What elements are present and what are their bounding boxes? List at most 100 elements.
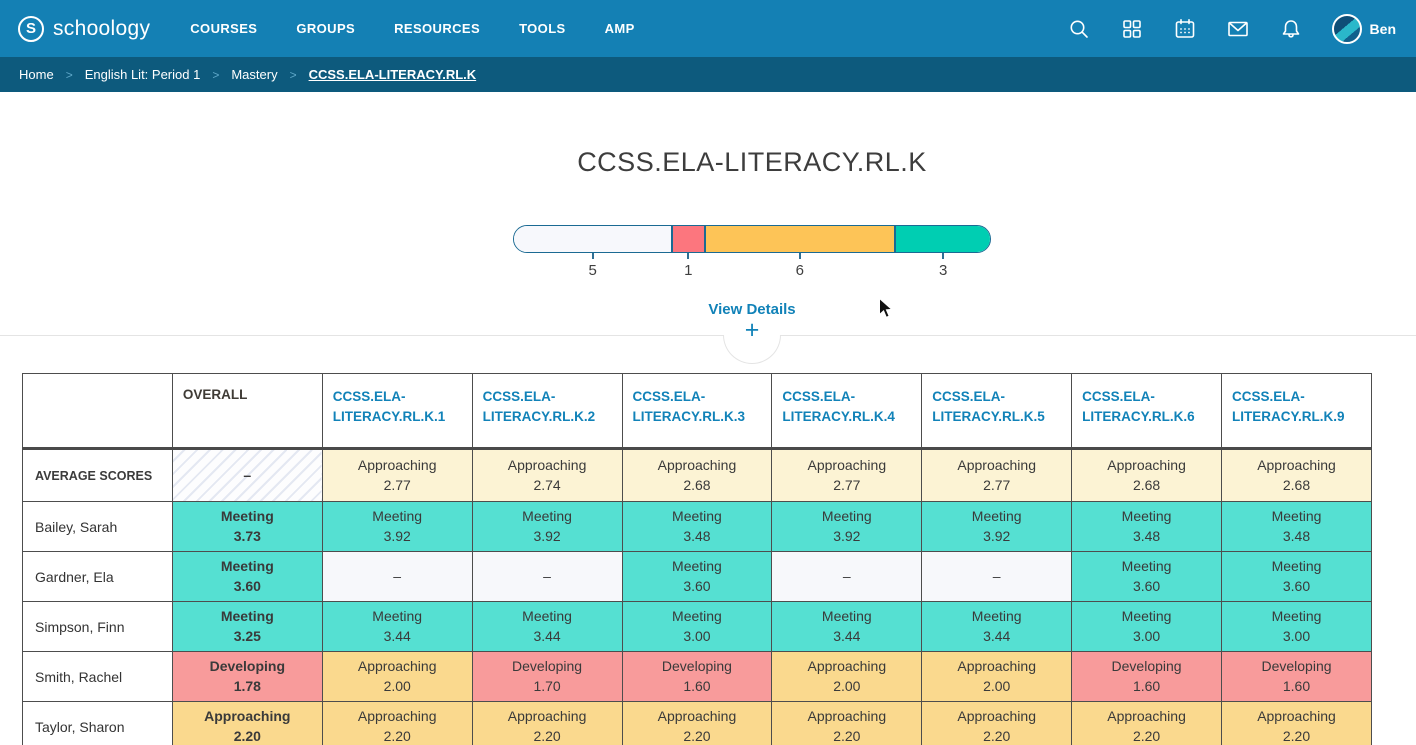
mastery-cell: Developing 1.78 [171,651,323,702]
mastery-cell: Meeting 3.60 [1221,551,1372,602]
breadcrumb-course[interactable]: English Lit: Period 1 [84,67,201,82]
mastery-cell: – [471,551,623,602]
mastery-cell: Meeting 3.92 [321,501,473,552]
mastery-cell: Meeting 3.60 [1071,551,1222,602]
mastery-bar-segment-meeting [894,226,990,252]
mastery-cell: Approaching 2.20 [921,701,1073,745]
user-name: Ben [1369,20,1396,37]
messages-icon[interactable] [1226,17,1250,41]
mastery-cell: Approaching 2.20 [171,701,323,745]
section-divider-zone: + [0,318,1416,373]
mastery-cell: Meeting 3.44 [771,601,923,652]
app-grid-icon[interactable] [1120,17,1144,41]
search-icon[interactable] [1067,17,1091,41]
mastery-cell: Approaching 2.77 [921,448,1073,502]
mastery-cell: Meeting 3.00 [1221,601,1372,652]
student-row: Bailey, Sarah Meeting 3.73 Meeting 3.92 Meeti… [22,501,1372,552]
segment-count-label: 1 [684,262,693,279]
mastery-cell: Meeting 3.44 [471,601,623,652]
nav-item-amp[interactable]: AMP [604,21,635,36]
average-scores-label: AVERAGE SCORES [22,448,173,502]
student-row: Taylor, Sharon Approaching 2.20 Approaching… [22,701,1372,745]
student-row: Gardner, Ela Meeting 3.60– – Meeting 3.60– – Me… [22,551,1372,602]
mastery-cell: – [321,551,473,602]
mastery-cell: Meeting 3.60 [621,551,773,602]
mastery-cell: Developing 1.60 [1221,651,1372,702]
breadcrumb-current-standard[interactable]: CCSS.ELA-LITERACY.RL.K [308,67,477,82]
mastery-cell: Meeting 3.92 [471,501,623,552]
mastery-cell: Meeting 3.48 [1221,501,1372,552]
mastery-cell: Meeting 3.00 [1071,601,1222,652]
column-header-standard-k5[interactable]: CCSS.ELA-LITERACY.RL.K.5 [921,373,1073,450]
mastery-cell: Approaching 2.00 [321,651,473,702]
mastery-cell: Approaching 2.20 [471,701,623,745]
segment-count-label: 5 [588,262,597,279]
empty-header-cell [22,373,173,450]
mastery-cell: – [171,448,323,502]
segment-count-label: 6 [795,262,804,279]
segment-tick [591,253,594,259]
column-header-standard-k2[interactable]: CCSS.ELA-LITERACY.RL.K.2 [471,373,623,450]
mastery-cell: Approaching 2.68 [621,448,773,502]
breadcrumb-separator: > [289,67,297,82]
user-menu[interactable]: Ben [1331,13,1396,44]
mastery-cell: Meeting 3.92 [921,501,1073,552]
mastery-cell: Approaching 2.20 [621,701,773,745]
segment-count-label: 3 [939,262,948,279]
nav-item-tools[interactable]: TOOLS [519,21,566,36]
mastery-cell: Meeting 3.48 [1071,501,1222,552]
mastery-cell: – [771,551,923,602]
nav-item-groups[interactable]: GROUPS [296,21,356,36]
mastery-cell: Approaching 2.20 [771,701,923,745]
mastery-cell: Meeting 3.00 [621,601,773,652]
nav-item-courses[interactable]: COURSES [190,21,258,36]
mastery-page: CCSS.ELA-LITERACY.RL.K 5 1 6 3 View Details… [0,147,1416,745]
calendar-icon[interactable] [1173,17,1197,41]
mastery-cell: Approaching 2.77 [771,448,923,502]
mastery-cell: Meeting 3.25 [171,601,323,652]
student-name: Smith, Rachel [22,651,173,702]
column-header-standard-k9[interactable]: CCSS.ELA-LITERACY.RL.K.9 [1221,373,1372,450]
mastery-cell: Developing 1.70 [471,651,623,702]
table-header-row: OVERALL CCSS.ELA-LITERACY.RL.K.1 CCSS.EL… [22,373,1372,450]
mastery-bar-segment-developing [670,226,704,252]
mastery-cell: Developing 1.60 [621,651,773,702]
mastery-cell: Approaching 2.77 [321,448,473,502]
breadcrumb-mastery[interactable]: Mastery [231,67,278,82]
breadcrumb-home[interactable]: Home [19,67,54,82]
breadcrumb-separator: > [212,67,220,82]
column-header-overall: OVERALL [171,373,323,450]
main-nav: COURSES GROUPS RESOURCES TOOLS AMP [190,21,634,36]
mastery-cell: Meeting 3.48 [621,501,773,552]
avatar[interactable] [1331,13,1362,44]
mastery-cell: Meeting 3.44 [321,601,473,652]
nav-item-resources[interactable]: RESOURCES [394,21,481,36]
mastery-cell: Meeting 3.92 [771,501,923,552]
mastery-cell: Approaching 2.00 [771,651,923,702]
mastery-cell: Approaching 2.00 [921,651,1073,702]
notifications-icon[interactable] [1279,17,1303,41]
column-header-standard-k4[interactable]: CCSS.ELA-LITERACY.RL.K.4 [771,373,923,450]
section-divider [0,335,1416,336]
student-name: Simpson, Finn [22,601,173,652]
mastery-cell: Approaching 2.20 [1071,701,1222,745]
column-header-standard-k1[interactable]: CCSS.ELA-LITERACY.RL.K.1 [321,373,473,450]
column-header-standard-k6[interactable]: CCSS.ELA-LITERACY.RL.K.6 [1071,373,1222,450]
page-title: CCSS.ELA-LITERACY.RL.K [577,147,927,177]
mastery-cell: Developing 1.60 [1071,651,1222,702]
mastery-cell: Meeting 3.60 [171,551,323,602]
student-row: Smith, Rachel Developing 1.78 Approaching 2.… [22,651,1372,702]
student-name: Bailey, Sarah [22,501,173,552]
mastery-cell: Approaching 2.20 [321,701,473,745]
breadcrumb: Home > English Lit: Period 1 > Mastery >… [0,57,1416,92]
mastery-cell: Approaching 2.68 [1221,448,1372,502]
mastery-distribution-bar [513,225,991,253]
expand-plus-button[interactable]: + [738,318,766,343]
schoology-logo[interactable]: S schoology [18,15,151,42]
brand-text: schoology [53,16,151,40]
column-header-standard-k3[interactable]: CCSS.ELA-LITERACY.RL.K.3 [621,373,773,450]
mastery-cell: Approaching 2.68 [1071,448,1222,502]
view-details-link[interactable]: View Details [708,301,796,318]
mastery-distribution-ticks: 5 1 6 3 [513,253,991,287]
nav-utilities: Ben [1067,13,1396,44]
